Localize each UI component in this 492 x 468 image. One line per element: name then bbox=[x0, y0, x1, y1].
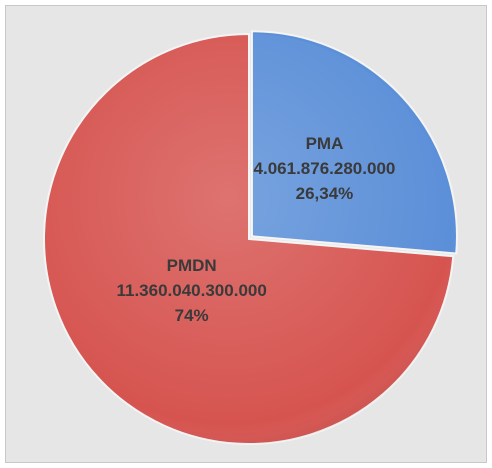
category-label: PMA bbox=[306, 134, 344, 153]
amount-label: 4.061.876.280.000 bbox=[254, 159, 396, 178]
value-label: 74% bbox=[175, 306, 209, 325]
labels: PMA 4.061.876.280.000 26,34% PMDN 11.360.040… bbox=[116, 134, 395, 325]
value-label: 26,34% bbox=[296, 184, 354, 203]
amount-label: 11.360.040.300.000 bbox=[116, 281, 266, 300]
category-label: PMDN bbox=[167, 256, 217, 275]
